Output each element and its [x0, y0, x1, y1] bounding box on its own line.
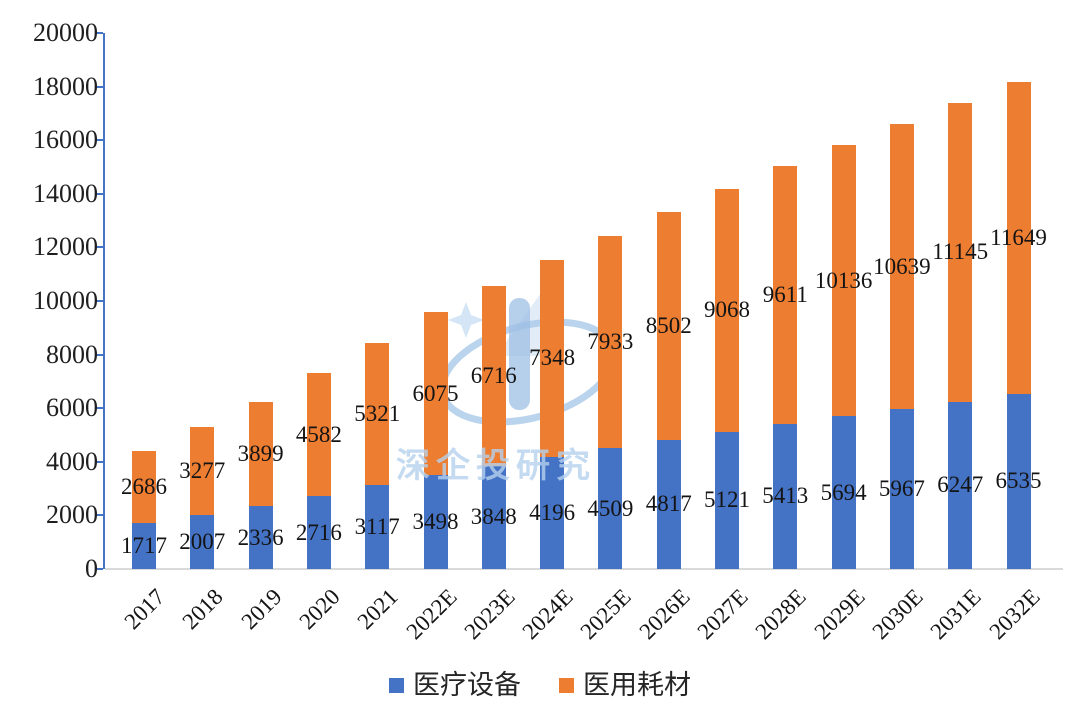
- y-axis-tick: [95, 32, 103, 34]
- data-label-医疗设备: 5967: [878, 476, 925, 502]
- y-axis-tick-label: 2000: [46, 500, 98, 530]
- bar-segment-医疗设备: [715, 431, 739, 569]
- data-label-医疗设备: 5413: [762, 483, 809, 509]
- bar-segment-医疗设备: [1006, 393, 1031, 569]
- bar-segment-医用耗材: [715, 188, 739, 432]
- legend-swatch-icon: [389, 677, 404, 693]
- legend-label: 医疗设备: [413, 670, 521, 700]
- data-label-医用耗材: 2686: [121, 473, 167, 499]
- y-axis-tick: [95, 568, 103, 570]
- bar-segment-医疗设备: [365, 485, 390, 569]
- data-label-医用耗材: 4582: [295, 421, 342, 447]
- data-label-医疗设备: 5694: [820, 479, 867, 505]
- legend-entry: 医用耗材: [559, 670, 691, 700]
- legend: 医疗设备 医用耗材: [0, 668, 1080, 702]
- data-label-医疗设备: 2336: [237, 524, 284, 550]
- bar-segment-医疗设备: [598, 448, 623, 569]
- y-axis-tick: [95, 514, 103, 517]
- data-label-医用耗材: 10639: [873, 253, 931, 279]
- legend-entry: 医疗设备: [389, 670, 521, 700]
- y-axis-tick: [95, 407, 103, 410]
- bar-segment-医疗设备: [773, 423, 798, 569]
- bar-segment-医用耗材: [190, 427, 215, 516]
- y-axis-tick: [95, 353, 103, 356]
- y-axis-tick-label: 18000: [33, 71, 98, 101]
- bar-segment-医疗设备: [889, 409, 914, 569]
- data-label-医疗设备: 6535: [995, 468, 1042, 494]
- legend-label: 医用耗材: [583, 670, 691, 700]
- bar-segment-医用耗材: [306, 373, 331, 497]
- y-axis-tick-label: 4000: [46, 446, 98, 476]
- y-axis-tick-label: 16000: [33, 125, 98, 155]
- legend-swatch-icon: [559, 677, 574, 693]
- data-label-医用耗材: 3899: [237, 441, 284, 467]
- data-label-医用耗材: 11649: [990, 224, 1047, 250]
- y-axis-tick-label: 12000: [33, 232, 98, 262]
- data-label-医用耗材: 9068: [704, 297, 750, 323]
- data-label-医用耗材: 3277: [179, 458, 226, 484]
- y-axis-tick: [95, 246, 103, 249]
- bar-segment-医疗设备: [540, 456, 565, 569]
- bar-segment-医用耗材: [365, 342, 390, 486]
- y-axis-tick: [95, 85, 103, 88]
- bar-segment-医疗设备: [948, 401, 973, 569]
- y-axis-tick-label: 6000: [46, 393, 98, 423]
- data-label-医疗设备: 3498: [412, 509, 459, 535]
- bar-segment-医用耗材: [1006, 81, 1031, 394]
- bar-segment-医疗设备: [190, 515, 215, 569]
- y-axis-tick: [95, 139, 103, 142]
- bar-segment-医用耗材: [656, 212, 681, 440]
- bar-segment-医用耗材: [132, 450, 156, 523]
- data-label-医疗设备: 2716: [295, 519, 342, 545]
- bar-segment-医疗设备: [248, 506, 273, 569]
- bar-segment-医疗设备: [306, 496, 331, 569]
- y-axis-tick-label: 0: [85, 554, 98, 583]
- data-label-医用耗材: 11145: [932, 239, 989, 265]
- bar-segment-医用耗材: [831, 144, 856, 417]
- y-axis-tick: [95, 192, 103, 195]
- y-axis-line: [103, 33, 105, 569]
- bar-segment-医用耗材: [773, 166, 798, 424]
- watermark-star-icon: [448, 302, 484, 338]
- data-label-医疗设备: 4509: [587, 495, 634, 521]
- x-axis-line: [105, 568, 1063, 570]
- bar-segment-医疗设备: [132, 522, 156, 569]
- y-axis-tick-label: 14000: [33, 178, 98, 208]
- data-label-医疗设备: 6247: [937, 472, 984, 498]
- data-label-医用耗材: 9611: [762, 282, 808, 308]
- bar-segment-医疗设备: [656, 439, 681, 569]
- data-label-医疗设备: 4196: [529, 499, 576, 525]
- bar-segment-医用耗材: [889, 123, 914, 410]
- bar-segment-医用耗材: [948, 102, 973, 402]
- y-axis-tick-label: 20000: [33, 18, 98, 47]
- bar-segment-医疗设备: [831, 416, 856, 569]
- y-axis-tick: [95, 300, 103, 302]
- y-axis-tick: [95, 460, 103, 463]
- data-label-医疗设备: 5121: [704, 487, 750, 513]
- bar-segment-医疗设备: [481, 465, 506, 569]
- y-axis-tick-label: 10000: [33, 286, 98, 315]
- data-label-医用耗材: 8502: [645, 312, 692, 338]
- data-label-医疗设备: 3848: [470, 504, 517, 530]
- bar-segment-医用耗材: [248, 401, 273, 507]
- bar-segment-医疗设备: [423, 475, 448, 569]
- data-label-医用耗材: 5321: [354, 401, 401, 427]
- data-label-医疗设备: 4817: [645, 491, 692, 517]
- y-axis-tick-label: 8000: [46, 339, 98, 369]
- data-label-医疗设备: 1717: [121, 532, 167, 558]
- data-label-医疗设备: 3117: [354, 514, 400, 540]
- data-label-医疗设备: 2007: [179, 529, 226, 555]
- data-label-医用耗材: 10136: [814, 267, 873, 293]
